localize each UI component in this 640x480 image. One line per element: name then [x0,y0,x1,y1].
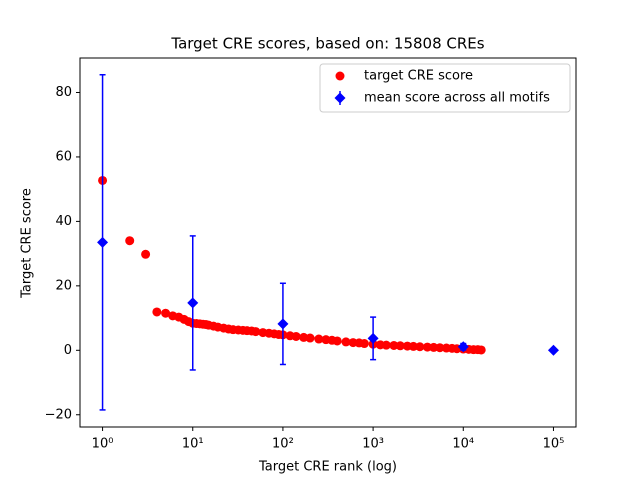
axes-frame [79,57,577,428]
point [476,345,486,355]
point [435,343,445,353]
x-tick-label: 10³ [362,437,384,452]
y-tick-label: 20 [55,278,72,293]
diamond-marker [187,297,199,309]
y-axis-label: Target CRE score [20,188,35,299]
diamond-marker [547,344,559,356]
x-tick-label: 10⁵ [543,437,565,452]
point [251,327,261,337]
x-tick-label: 10¹ [182,437,204,452]
point [161,308,171,318]
diamond-marker [367,332,379,344]
y-tick-label: 40 [55,214,72,229]
diamond-marker [457,341,469,353]
legend-marker [334,92,346,104]
chart-title: Target CRE scores, based on: 15808 CREs [170,35,484,53]
point [395,341,405,351]
x-tick-label: 10⁰ [92,437,114,452]
y-tick-label: 60 [55,149,72,164]
legend-box [319,63,571,113]
point [415,342,425,352]
point [125,236,135,246]
legend-label: mean score across all motifs [364,91,550,106]
point [141,249,151,259]
point [408,341,418,351]
point [341,337,351,347]
x-tick-label: 10⁴ [452,437,474,452]
y-tick-label: 0 [64,343,72,358]
diamond-marker [97,236,109,248]
point [332,336,342,346]
legend-marker [335,71,345,81]
legend-label: target CRE score [364,69,473,84]
point [314,334,324,344]
point [381,340,391,350]
point [359,339,369,349]
point [305,333,315,343]
x-tick-label: 10² [272,437,294,452]
plot-area [97,74,559,411]
y-tick-label: 80 [55,85,72,100]
point [389,340,399,350]
diamond-marker [277,318,289,330]
x-axis-label: Target CRE rank (log) [258,460,397,475]
y-tick-label: −20 [45,407,72,422]
point [291,331,301,341]
point [152,307,162,317]
